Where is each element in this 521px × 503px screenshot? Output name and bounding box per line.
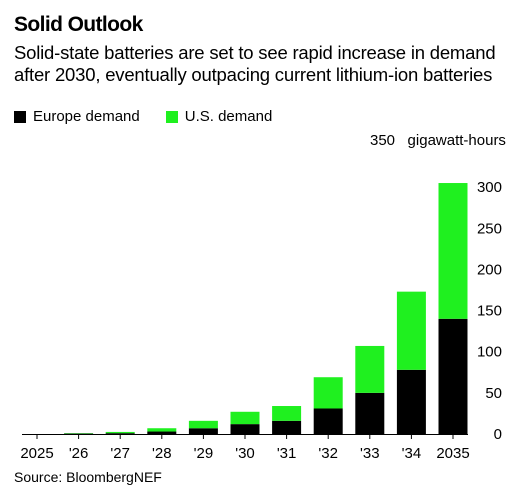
bar-europe-5	[230, 424, 260, 434]
x-tick-label-0: 2025	[20, 445, 53, 462]
x-tick-label-7: '32	[318, 445, 338, 462]
bar-europe-10	[438, 318, 468, 434]
bar-us-8	[355, 345, 385, 393]
chart-source: Source: BloombergNEF	[14, 469, 162, 485]
x-tick-label-1: '26	[69, 445, 89, 462]
legend-swatch-europe	[14, 111, 26, 123]
y-tick-label-6: 300	[477, 179, 502, 196]
bar-europe-9	[396, 369, 426, 434]
y-axis-unit: 350 gigawatt-hours	[370, 131, 506, 151]
y-axis-top-tick-label: 350	[370, 132, 396, 149]
bar-us-10	[438, 183, 468, 319]
x-tick-label-8: '33	[360, 445, 380, 462]
bar-us-2	[105, 431, 135, 434]
bar-europe-8	[355, 392, 385, 434]
y-tick-label-1: 50	[485, 385, 502, 402]
legend-label-europe: Europe demand	[33, 108, 140, 125]
legend-item-europe: Europe demand	[14, 107, 140, 127]
y-tick-label-2: 100	[477, 344, 502, 361]
x-tick-label-4: '29	[194, 445, 214, 462]
y-tick-label-3: 150	[477, 303, 502, 320]
x-tick-label-5: '30	[235, 445, 255, 462]
bar-us-4	[188, 420, 218, 429]
x-tick-label-2: '27	[110, 445, 130, 462]
bar-us-9	[396, 291, 426, 370]
bar-europe-2	[105, 433, 135, 434]
y-tick-label-0: 0	[494, 426, 502, 443]
chart-legend: Europe demand U.S. demand	[14, 107, 298, 127]
legend-swatch-us	[165, 111, 178, 123]
x-tick-label-10: 2035	[436, 445, 469, 462]
y-axis-unit-label: gigawatt-hours	[407, 132, 506, 149]
bar-us-5	[230, 411, 260, 425]
x-tick-label-6: '31	[277, 445, 297, 462]
y-tick-label-5: 250	[477, 220, 502, 237]
chart-title: Solid Outlook	[14, 13, 143, 36]
y-tick-label-4: 200	[477, 261, 502, 278]
bar-europe-4	[188, 428, 218, 434]
chart-subtitle: Solid-state batteries are set to see rap…	[14, 42, 496, 85]
legend-label-us: U.S. demand	[184, 108, 273, 125]
bar-europe-6	[272, 420, 302, 434]
legend-item-us: U.S. demand	[165, 107, 273, 127]
bar-europe-7	[313, 408, 343, 434]
x-tick-label-9: '34	[402, 445, 422, 462]
bar-us-6	[272, 406, 302, 421]
bar-us-3	[147, 428, 177, 432]
bar-europe-3	[147, 431, 177, 434]
bar-us-7	[313, 377, 343, 409]
x-tick-label-3: '28	[152, 445, 172, 462]
